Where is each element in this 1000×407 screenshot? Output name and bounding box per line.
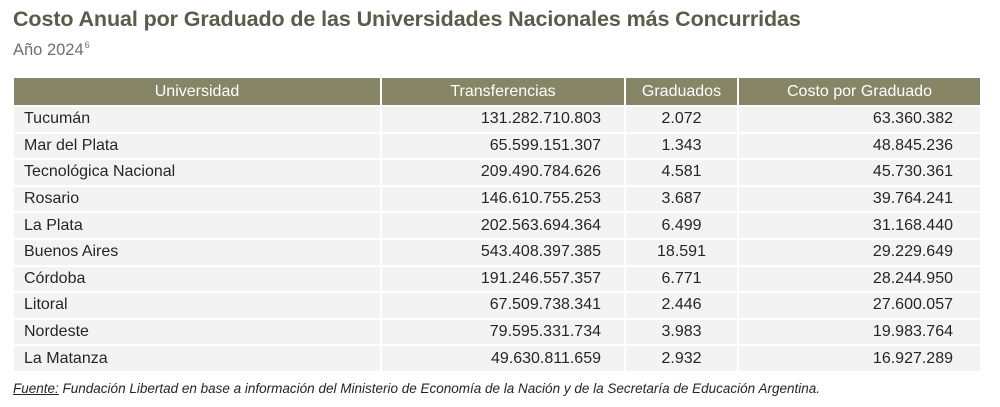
cell-costo: 16.927.289	[739, 346, 980, 371]
table-row: Tecnológica Nacional 209.490.784.626 4.5…	[14, 160, 980, 185]
table-row: Buenos Aires 543.408.397.385 18.591 29.2…	[14, 239, 980, 265]
cell-transferencias: 67.509.738.341	[382, 293, 624, 318]
cell-costo: 27.600.057	[739, 293, 980, 318]
source-label: Fuente:	[13, 381, 59, 396]
cell-transferencias: 131.282.710.803	[382, 107, 624, 132]
table-row: Mar del Plata 65.599.151.307 1.343 48.84…	[14, 133, 980, 159]
cell-costo: 39.764.241	[739, 186, 980, 212]
cell-universidad: Córdoba	[14, 266, 380, 292]
cell-graduados: 4.581	[626, 160, 737, 185]
cell-universidad: La Plata	[14, 213, 380, 238]
cell-costo: 48.845.236	[739, 133, 980, 159]
cell-costo: 31.168.440	[739, 213, 980, 238]
source-text: Fundación Libertad en base a información…	[58, 381, 820, 396]
cell-graduados: 1.343	[626, 133, 737, 159]
table-row: Tucumán 131.282.710.803 2.072 63.360.382	[14, 107, 980, 132]
table-row: Nordeste 79.595.331.734 3.983 19.983.764	[14, 319, 980, 345]
table-header-row: Universidad Transferencias Graduados Cos…	[14, 78, 980, 105]
cell-transferencias: 49.630.811.659	[382, 346, 624, 371]
page-subtitle: Año 20246	[13, 40, 90, 60]
cell-transferencias: 79.595.331.734	[382, 319, 624, 345]
cell-graduados: 18.591	[626, 239, 737, 265]
cell-costo: 63.360.382	[739, 107, 980, 132]
cell-transferencias: 543.408.397.385	[382, 239, 624, 265]
cell-transferencias: 202.563.694.364	[382, 213, 624, 238]
source-note: Fuente: Fundación Libertad en base a inf…	[13, 381, 820, 396]
cell-universidad: Litoral	[14, 293, 380, 318]
cell-graduados: 6.771	[626, 266, 737, 292]
cell-universidad: La Matanza	[14, 346, 380, 371]
table-row: La Plata 202.563.694.364 6.499 31.168.44…	[14, 213, 980, 238]
cell-universidad: Buenos Aires	[14, 239, 380, 265]
cell-universidad: Rosario	[14, 186, 380, 212]
cell-costo: 19.983.764	[739, 319, 980, 345]
cell-universidad: Nordeste	[14, 319, 380, 345]
subtitle-text: Año 2024	[13, 41, 84, 59]
cell-transferencias: 146.610.755.253	[382, 186, 624, 212]
cell-graduados: 2.932	[626, 346, 737, 371]
cell-costo: 28.244.950	[739, 266, 980, 292]
cell-transferencias: 65.599.151.307	[382, 133, 624, 159]
page-title: Costo Anual por Graduado de las Universi…	[13, 7, 801, 31]
cell-costo: 45.730.361	[739, 160, 980, 185]
cell-transferencias: 209.490.784.626	[382, 160, 624, 185]
header-transferencias: Transferencias	[382, 78, 624, 105]
data-table: Universidad Transferencias Graduados Cos…	[12, 76, 982, 373]
cell-costo: 29.229.649	[739, 239, 980, 265]
table-row: Litoral 67.509.738.341 2.446 27.600.057	[14, 293, 980, 318]
table-row: Rosario 146.610.755.253 3.687 39.764.241	[14, 186, 980, 212]
table-row: Córdoba 191.246.557.357 6.771 28.244.950	[14, 266, 980, 292]
cell-universidad: Tecnológica Nacional	[14, 160, 380, 185]
table-row: La Matanza 49.630.811.659 2.932 16.927.2…	[14, 346, 980, 371]
cell-universidad: Mar del Plata	[14, 133, 380, 159]
header-costo-por-graduado: Costo por Graduado	[739, 78, 980, 105]
cell-universidad: Tucumán	[14, 107, 380, 132]
cell-transferencias: 191.246.557.357	[382, 266, 624, 292]
header-graduados: Graduados	[626, 78, 737, 105]
cell-graduados: 6.499	[626, 213, 737, 238]
cell-graduados: 3.687	[626, 186, 737, 212]
cell-graduados: 3.983	[626, 319, 737, 345]
cell-graduados: 2.446	[626, 293, 737, 318]
header-universidad: Universidad	[14, 78, 380, 105]
footnote-marker: 6	[84, 40, 90, 50]
cell-graduados: 2.072	[626, 107, 737, 132]
